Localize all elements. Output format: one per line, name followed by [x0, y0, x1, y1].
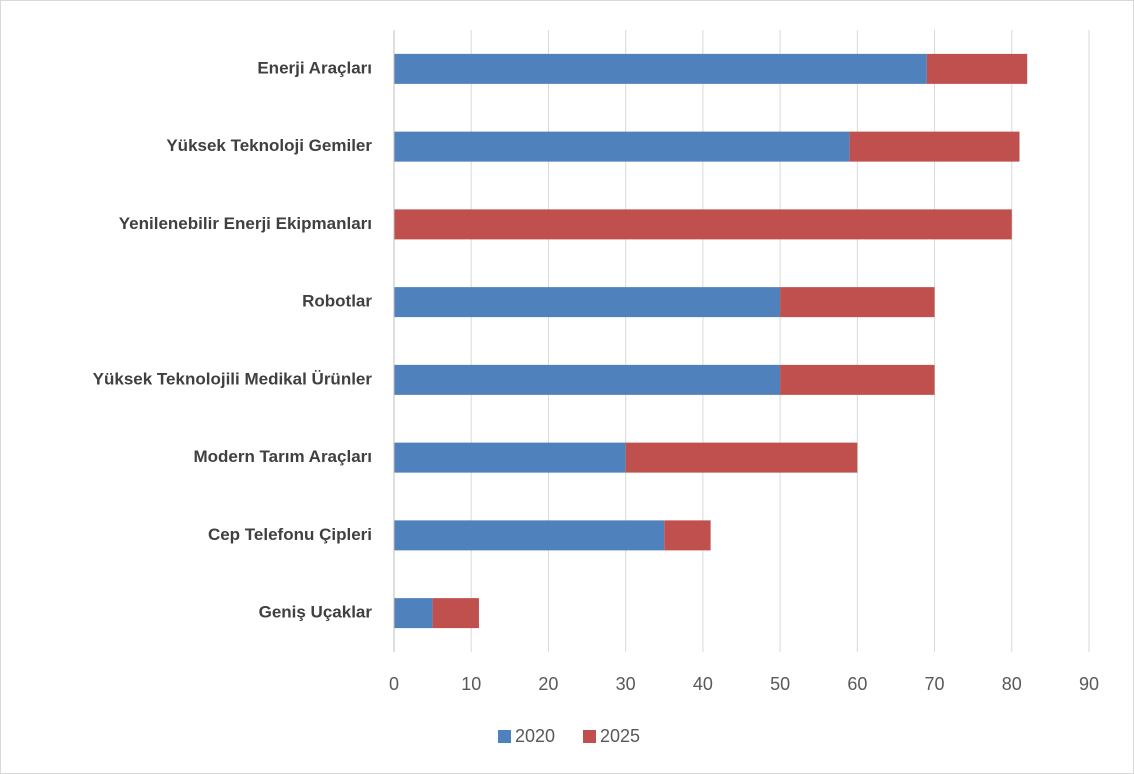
bar	[394, 53, 927, 84]
x-tick-label: 90	[1079, 674, 1099, 694]
legend-label: 2025	[600, 726, 640, 746]
x-tick-label: 20	[538, 674, 558, 694]
bar	[394, 209, 1012, 240]
legend-swatch	[583, 730, 596, 743]
bar	[780, 364, 935, 395]
x-tick-label: 70	[925, 674, 945, 694]
x-tick-label: 60	[847, 674, 867, 694]
bar	[926, 53, 1028, 84]
bar	[394, 520, 665, 551]
y-tick-label: Enerji Araçları	[257, 58, 372, 77]
bar	[849, 131, 1020, 162]
x-tick-label: 0	[389, 674, 399, 694]
x-tick-label: 50	[770, 674, 790, 694]
legend-label: 2020	[515, 726, 555, 746]
y-tick-label: Geniş Uçaklar	[259, 603, 373, 622]
bar	[394, 598, 433, 629]
bar	[664, 520, 711, 551]
bar	[780, 287, 935, 318]
bar	[394, 287, 781, 318]
x-tick-label: 40	[693, 674, 713, 694]
y-tick-label: Yüksek Teknoloji Gemiler	[166, 136, 372, 155]
bar	[394, 364, 781, 395]
x-tick-label: 80	[1002, 674, 1022, 694]
x-tick-label: 30	[616, 674, 636, 694]
bar	[394, 442, 626, 473]
bar	[432, 598, 479, 629]
y-tick-label: Cep Telefonu Çipleri	[208, 525, 372, 544]
y-tick-label: Robotlar	[302, 292, 372, 311]
y-tick-label: Yenilenebilir Enerji Ekipmanları	[119, 214, 372, 233]
y-tick-label: Yüksek Teknolojili Medikal Ürünler	[93, 369, 373, 388]
bar	[394, 131, 850, 162]
bar	[625, 442, 858, 473]
legend-swatch	[498, 730, 511, 743]
x-tick-label: 10	[461, 674, 481, 694]
y-tick-label: Modern Tarım Araçları	[193, 447, 372, 466]
